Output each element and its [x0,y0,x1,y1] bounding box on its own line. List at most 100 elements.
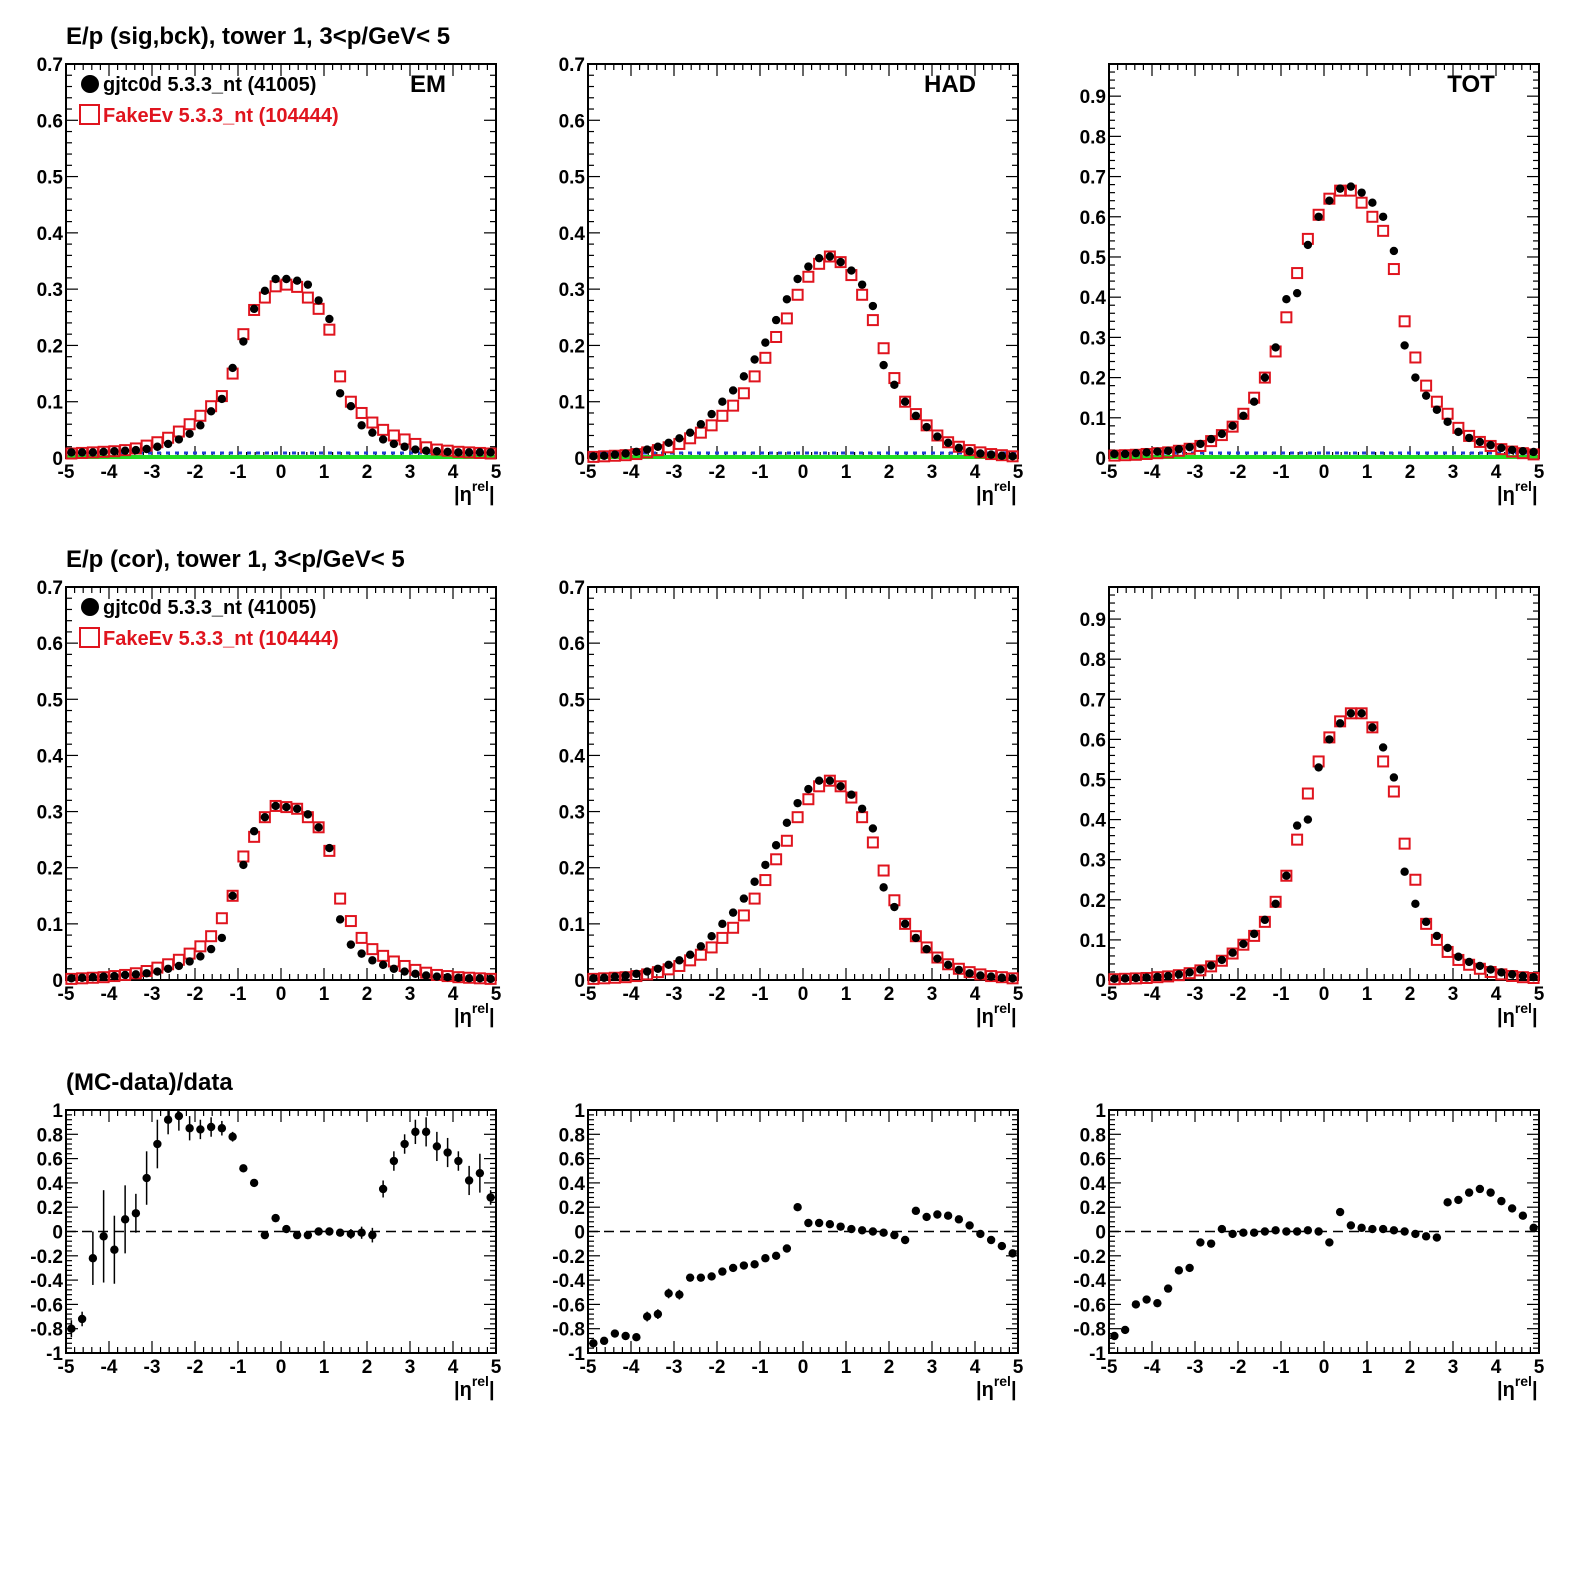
panel-tot-row1: -5 -4 -3 -2 -1 0 1 2 3 4 5 0 0.1 0.2 0.3 0.4 0.5 0.6 0.7 0.… [1080,586,1545,1028]
mc-marker [1441,407,1454,420]
data-marker [228,363,237,373]
ratio-marker [836,1222,845,1231]
legend-data-marker [81,75,99,93]
mc-marker [770,853,783,866]
data-marker [443,972,452,982]
data-marker [675,434,684,443]
data-marker [378,435,388,444]
mc-marker [834,780,847,793]
y-tick-label: 0.9 [1080,610,1106,631]
ratio-marker [610,1329,620,1338]
ratio-marker [314,1227,323,1236]
ratio-marker [986,1235,996,1245]
ratio-marker [900,1235,910,1245]
ratio-marker [1174,1266,1184,1275]
ratio-marker [1314,1227,1323,1236]
data-marker [110,971,119,981]
data-marker [1249,397,1259,406]
x-axis-label: |ηrel| [976,1000,1017,1028]
data-marker [1486,440,1495,450]
data-marker [1303,240,1313,250]
y-tick-label: 0.4 [1080,1174,1107,1195]
ratio-marker [1443,1198,1452,1207]
data-marker [696,942,706,951]
ratio-marker [761,1254,770,1263]
data-marker [454,973,463,982]
data-marker [986,450,996,459]
x-tick-label: 3 [927,984,938,1005]
ratio-marker [1303,1226,1313,1235]
ratio-marker [1486,1188,1495,1197]
y-tick-label: 0.6 [1080,208,1106,229]
y-tick-label: 0.8 [1080,1125,1106,1146]
data-marker [67,974,76,983]
y-tick-label: 0.1 [559,915,586,936]
data-marker [421,446,431,455]
mc-marker [301,291,314,304]
y-tick-label: 1 [52,1101,63,1122]
x-axis-label: |ηrel| [1497,1000,1538,1028]
x-tick-label: -5 [58,462,75,483]
x-tick-label: 2 [1405,984,1416,1005]
data-marker [1271,899,1280,909]
data-marker [432,447,442,456]
ratio-marker [206,1122,216,1132]
mc-marker [291,802,304,815]
y-tick-label: -1 [46,1344,63,1365]
data-marker [346,940,356,949]
data-marker [185,429,194,438]
data-marker [196,952,205,961]
y-tick-label: 0.6 [37,634,63,655]
panel-had-row0: -5 -4 -3 -2 -1 0 1 2 3 4 5 0 0.1 0.2 0.3 0.4 0.5 0.6 0.7 |η… [559,55,1024,506]
data-marker [653,964,663,973]
y-tick-label: 0.8 [37,1125,63,1146]
ratio-marker [868,1227,878,1236]
x-tick-label: -2 [709,462,726,483]
y-tick-label: 0.6 [37,1150,63,1171]
y-tick-label: 0.4 [1080,288,1107,309]
data-marker [954,443,964,453]
data-marker [900,397,910,406]
y-tick-label: 0.7 [1080,690,1106,711]
data-marker [1389,773,1399,782]
data-marker [99,972,108,981]
data-marker [718,919,727,929]
x-tick-label: 5 [491,984,502,1005]
data-marker [260,286,270,296]
ratio-marker [675,1290,684,1299]
x-tick-label: 2 [362,984,373,1005]
data-marker [464,448,474,457]
data-marker [1163,446,1173,455]
data-marker [685,950,695,959]
y-tick-label: -0.6 [30,1295,63,1316]
x-tick-label: -1 [1273,1357,1290,1378]
mc-marker [377,423,390,436]
data-marker [378,960,388,970]
ratio-marker [346,1229,356,1239]
mc-marker [866,836,879,849]
data-marker [1239,411,1248,420]
legend-mc-label: FakeEv 5.3.3_nt (104444) [103,105,339,127]
ratio-marker [879,1228,888,1237]
mc-marker [1258,371,1271,384]
x-tick-label: 1 [841,984,852,1005]
data-marker [153,967,162,976]
data-marker [271,801,280,811]
ratio-marker [486,1193,495,1202]
y-tick-label: 0.3 [559,803,585,824]
data-marker [1110,974,1119,983]
ratio-marker [793,1203,802,1212]
ratio-marker [239,1164,248,1173]
data-marker [1228,948,1237,957]
ratio-marker [67,1324,76,1333]
ratio-marker [1432,1233,1442,1242]
data-marker [1325,735,1334,744]
plot-frame [587,63,1019,459]
ratio-marker [292,1230,302,1240]
y-tick-label: 0.1 [559,393,586,414]
ratio-marker [728,1263,738,1273]
data-marker [1400,867,1409,876]
y-tick-label: 0.2 [1080,891,1106,912]
x-tick-label: -4 [623,1357,640,1378]
data-marker [88,972,98,982]
